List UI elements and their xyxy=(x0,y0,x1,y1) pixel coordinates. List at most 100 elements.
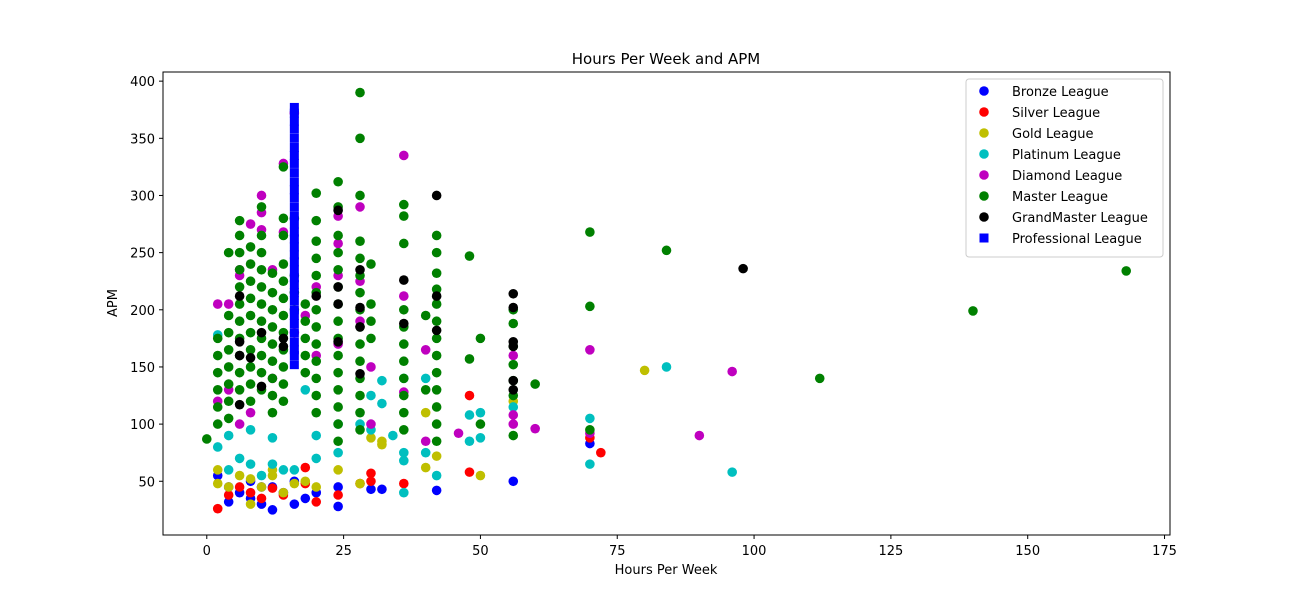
data-point xyxy=(388,430,398,441)
data-point xyxy=(508,350,519,361)
data-point xyxy=(223,327,234,338)
data-point xyxy=(223,497,234,507)
data-point xyxy=(585,301,595,312)
data-point xyxy=(223,362,234,372)
y-axis-label: APM xyxy=(106,289,121,317)
data-point xyxy=(223,247,234,258)
data-point xyxy=(399,478,409,489)
x-tick-label: 75 xyxy=(609,544,626,559)
data-point xyxy=(399,339,409,349)
data-point xyxy=(234,291,245,301)
data-point xyxy=(278,379,289,389)
y-tick-label: 250 xyxy=(130,247,155,262)
data-point xyxy=(311,322,322,332)
data-point xyxy=(223,490,234,500)
legend-marker xyxy=(979,149,989,159)
data-point xyxy=(278,213,289,224)
data-point xyxy=(431,291,442,301)
data-point xyxy=(399,304,409,315)
data-point xyxy=(968,306,978,316)
data-point xyxy=(289,265,299,275)
data-point xyxy=(212,333,223,344)
data-point xyxy=(289,288,299,298)
data-point xyxy=(245,242,256,252)
data-point xyxy=(212,367,223,378)
x-tick-label: 100 xyxy=(742,544,767,559)
data-point xyxy=(212,299,223,309)
data-point xyxy=(278,293,289,304)
data-point xyxy=(333,436,343,447)
legend-label: Diamond League xyxy=(1012,169,1122,184)
data-point xyxy=(212,385,223,395)
data-point xyxy=(245,327,256,338)
data-point xyxy=(464,467,475,477)
data-point xyxy=(431,436,442,447)
data-point xyxy=(289,168,299,178)
data-point xyxy=(475,419,486,429)
data-point xyxy=(311,339,322,349)
data-point xyxy=(289,219,299,229)
data-point xyxy=(399,150,409,161)
data-point xyxy=(355,478,365,489)
x-axis-label: Hours Per Week xyxy=(615,563,718,578)
data-point xyxy=(256,367,267,378)
data-point xyxy=(431,333,442,344)
legend-label: Gold League xyxy=(1012,127,1094,142)
data-point xyxy=(223,482,234,492)
data-point xyxy=(223,465,234,475)
data-point xyxy=(377,375,387,386)
data-point xyxy=(245,353,256,363)
data-point xyxy=(431,402,442,412)
data-point xyxy=(366,333,376,344)
data-point xyxy=(333,490,343,500)
data-point xyxy=(431,485,442,496)
data-point xyxy=(355,236,365,246)
data-point xyxy=(267,433,278,443)
data-point xyxy=(300,493,311,504)
data-point xyxy=(267,459,278,469)
data-point xyxy=(278,333,289,344)
data-point xyxy=(355,287,365,298)
data-point xyxy=(289,337,299,347)
data-point xyxy=(377,439,387,450)
series-3 xyxy=(212,365,650,509)
data-point xyxy=(431,230,442,241)
data-point xyxy=(212,442,223,452)
data-point xyxy=(333,247,343,258)
data-point xyxy=(245,310,256,321)
data-point xyxy=(420,447,431,458)
data-point xyxy=(377,484,387,495)
data-point xyxy=(212,503,223,514)
data-point xyxy=(311,497,322,507)
data-point xyxy=(245,407,256,418)
data-point xyxy=(300,462,311,473)
x-tick-label: 50 xyxy=(472,544,489,559)
data-point xyxy=(212,419,223,429)
data-point xyxy=(256,316,267,327)
data-point xyxy=(289,150,299,160)
data-point xyxy=(234,367,245,378)
data-point xyxy=(366,316,376,327)
data-point xyxy=(234,385,245,395)
data-point xyxy=(234,399,245,410)
data-point xyxy=(223,396,234,407)
data-point xyxy=(738,263,748,274)
data-point xyxy=(366,433,376,443)
data-point xyxy=(355,202,365,212)
legend-label: Bronze League xyxy=(1012,85,1109,100)
data-point xyxy=(289,116,299,126)
y-tick-label: 50 xyxy=(138,475,155,490)
data-point xyxy=(585,425,595,435)
data-point xyxy=(1121,266,1132,276)
data-point xyxy=(267,268,278,279)
data-point xyxy=(289,319,299,329)
data-point xyxy=(420,462,431,473)
data-point xyxy=(245,396,256,407)
data-point xyxy=(355,264,365,275)
y-axis: 50 100 150 200 250 300 350 400 xyxy=(130,75,163,490)
data-point xyxy=(366,299,376,309)
data-point xyxy=(420,407,431,418)
data-point xyxy=(475,407,486,418)
data-point xyxy=(475,470,486,481)
data-point xyxy=(431,419,442,429)
